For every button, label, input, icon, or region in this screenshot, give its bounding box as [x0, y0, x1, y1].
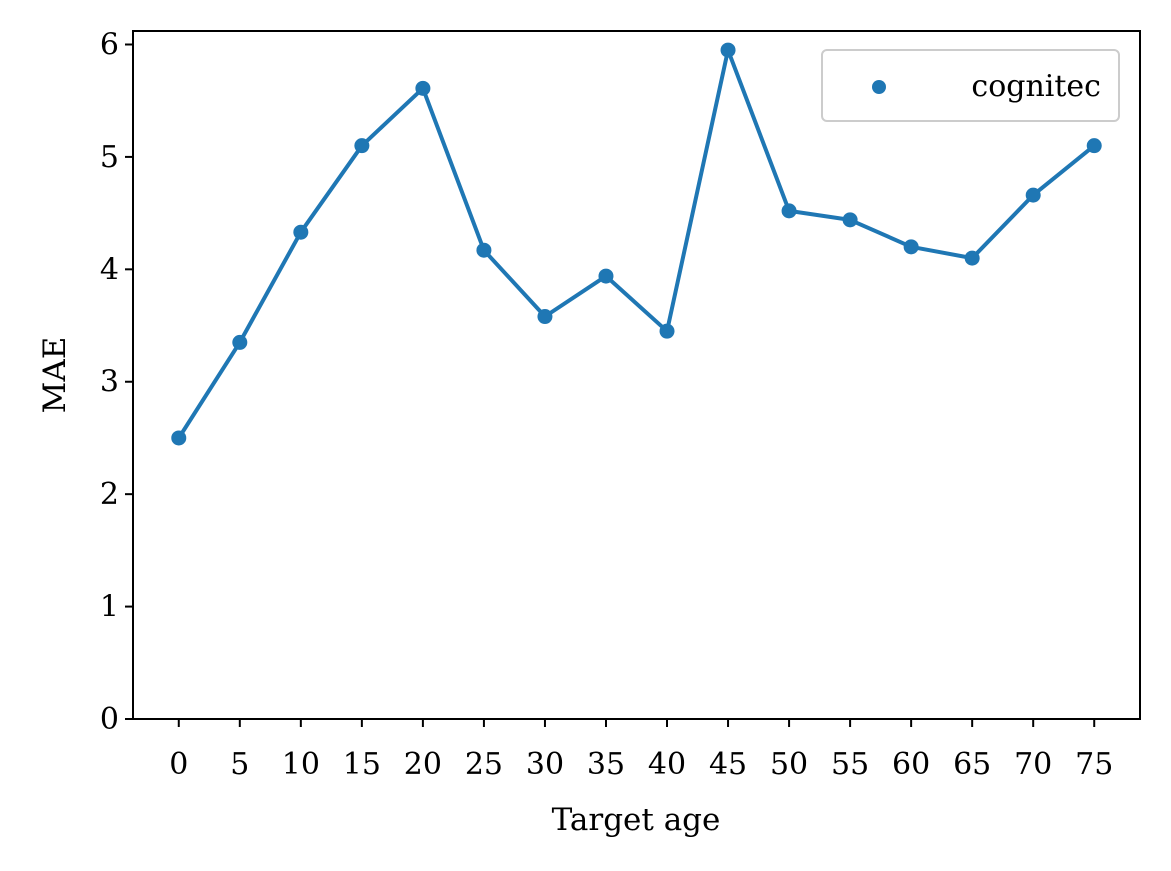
- data-point: [964, 250, 980, 266]
- y-tick-label: 5: [100, 140, 119, 175]
- plot-frame: [132, 30, 1141, 720]
- legend-marker: [872, 80, 886, 94]
- y-tick-label: 2: [100, 477, 119, 512]
- data-point: [598, 268, 614, 284]
- x-axis-label: Target age: [552, 802, 721, 838]
- data-point: [476, 242, 492, 258]
- x-tick-label: 0: [169, 747, 188, 782]
- x-tick-label: 75: [1075, 747, 1113, 782]
- y-tick-label: 3: [100, 365, 119, 400]
- data-point: [171, 430, 187, 446]
- x-tick-label: 20: [404, 747, 442, 782]
- x-tick-label: 40: [648, 747, 686, 782]
- data-point: [293, 224, 309, 240]
- x-tick-label: 65: [953, 747, 991, 782]
- x-tick-label: 55: [831, 747, 869, 782]
- x-tick-label: 15: [343, 747, 381, 782]
- x-tick-label: 50: [770, 747, 808, 782]
- y-tick-label: 4: [100, 252, 119, 287]
- data-point: [1086, 138, 1102, 154]
- legend-box: [821, 49, 1120, 122]
- data-point: [659, 323, 675, 339]
- legend-label: cognitec: [971, 69, 1101, 104]
- data-point: [232, 334, 248, 350]
- y-tick-label: 0: [100, 702, 119, 737]
- legend: cognitec: [821, 49, 1120, 122]
- series-layer: [171, 42, 1102, 446]
- data-point: [720, 42, 736, 58]
- data-point: [415, 80, 431, 96]
- y-tick-label: 1: [100, 590, 119, 625]
- y-tick-label: 6: [100, 27, 119, 62]
- x-tick-label: 35: [587, 747, 625, 782]
- series-line: [176, 48, 1097, 440]
- data-point: [537, 309, 553, 325]
- data-point: [903, 239, 919, 255]
- x-tick-label: 30: [526, 747, 564, 782]
- x-tick-label: 10: [282, 747, 320, 782]
- data-point: [842, 212, 858, 228]
- x-tick-label: 25: [465, 747, 503, 782]
- x-tick-label: 60: [892, 747, 930, 782]
- y-axis: 0 1 2 3 4 5 6: [100, 27, 133, 737]
- data-point: [1025, 187, 1041, 203]
- y-axis-label: MAE: [37, 337, 73, 414]
- x-axis: 0 5 10 15 20 25 30 35 40 45 50 55 60 65 70 75: [169, 719, 1113, 782]
- x-tick-label: 70: [1014, 747, 1052, 782]
- x-tick-label: 45: [709, 747, 747, 782]
- data-point: [781, 203, 797, 219]
- data-point: [354, 138, 370, 154]
- x-tick-label: 5: [230, 747, 249, 782]
